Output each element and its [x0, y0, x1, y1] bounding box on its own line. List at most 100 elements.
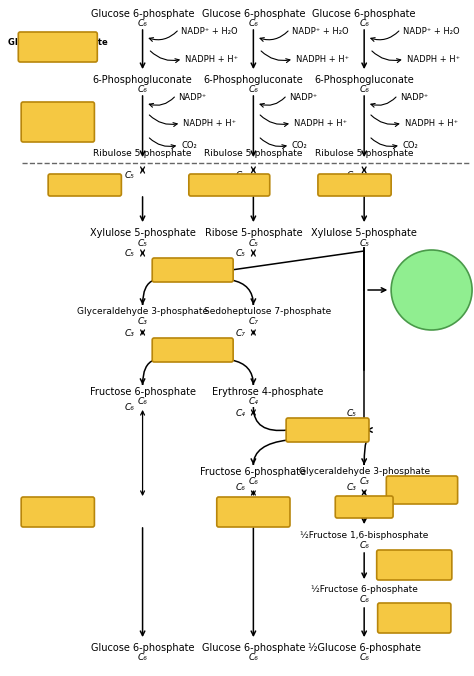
Text: 6-Phospho-: 6-Phospho- [31, 107, 84, 117]
Text: bisphosphatase: bisphosphatase [377, 566, 452, 575]
Text: isomerase: isomerase [34, 513, 82, 523]
Text: Phosphotriose: Phosphotriose [388, 481, 456, 490]
Text: Transketolase: Transketolase [292, 425, 363, 435]
Text: Erythrose 4-phosphate: Erythrose 4-phosphate [212, 387, 324, 397]
Text: C₃: C₃ [359, 477, 369, 487]
Text: C₆: C₆ [359, 84, 369, 93]
Text: Glucose 6-phosphate: Glucose 6-phosphate [8, 38, 108, 47]
Text: C₇: C₇ [236, 329, 246, 337]
Text: C₆: C₆ [137, 84, 147, 93]
FancyBboxPatch shape [152, 258, 233, 282]
Text: 6-Phosphogluconate: 6-Phosphogluconate [93, 75, 192, 85]
Text: C₄: C₄ [248, 397, 258, 406]
Text: NADP⁺: NADP⁺ [289, 93, 317, 102]
Text: C₆: C₆ [359, 18, 369, 28]
Text: Phosphohexose: Phosphohexose [377, 609, 451, 618]
FancyBboxPatch shape [18, 32, 97, 62]
Text: Fructose 1,6-: Fructose 1,6- [383, 556, 446, 565]
Text: C₆: C₆ [137, 18, 147, 28]
FancyBboxPatch shape [335, 496, 393, 518]
Text: ½Fructose 1,6-bisphosphate: ½Fructose 1,6-bisphosphate [300, 531, 428, 539]
Text: gluconate: gluconate [34, 118, 82, 127]
Text: Glucose 6-phosphate: Glucose 6-phosphate [91, 9, 194, 19]
Text: NADP⁺ + H₂O: NADP⁺ + H₂O [403, 27, 459, 36]
Text: NADPH + H⁺: NADPH + H⁺ [183, 118, 236, 128]
Text: CO₂: CO₂ [181, 141, 197, 149]
Text: Glyceraldehyde 3-phosphate: Glyceraldehyde 3-phosphate [299, 468, 430, 477]
Text: 3-Epimerase: 3-Epimerase [323, 180, 386, 189]
FancyBboxPatch shape [21, 497, 94, 527]
FancyBboxPatch shape [318, 174, 391, 196]
Text: C₆: C₆ [359, 541, 369, 550]
Text: Transaldolase: Transaldolase [157, 345, 228, 354]
Text: NADPH + H⁺: NADPH + H⁺ [294, 118, 347, 128]
Ellipse shape [391, 250, 472, 330]
FancyBboxPatch shape [21, 102, 94, 142]
Text: Glucose 6-phosphate: Glucose 6-phosphate [201, 643, 305, 653]
Text: dehydrogenase: dehydrogenase [21, 48, 94, 57]
Text: C₅: C₅ [236, 249, 246, 258]
Text: C₆: C₆ [248, 84, 258, 93]
Text: Ribulose 5-phosphate: Ribulose 5-phosphate [93, 149, 192, 158]
Text: C₆: C₆ [137, 397, 147, 406]
Text: C₅: C₅ [137, 239, 147, 247]
Text: NADPH + H⁺: NADPH + H⁺ [407, 55, 460, 64]
Text: C₃: C₃ [346, 483, 356, 491]
Text: C₆: C₆ [359, 596, 369, 604]
Text: C₆: C₆ [248, 654, 258, 662]
Text: NADP⁺ + H₂O: NADP⁺ + H₂O [181, 27, 238, 36]
Text: C₃: C₃ [137, 318, 147, 327]
Text: Sedoheptulose 7-phosphate: Sedoheptulose 7-phosphate [204, 308, 331, 316]
Text: Ribulose 5-phosphate: Ribulose 5-phosphate [315, 149, 413, 158]
Text: NADP⁺: NADP⁺ [400, 93, 428, 102]
Text: C₆: C₆ [248, 477, 258, 487]
Text: NADPH + H⁺: NADPH + H⁺ [185, 55, 238, 64]
Text: C₅: C₅ [125, 249, 135, 258]
Text: Aldolase: Aldolase [343, 502, 386, 512]
Text: NADPH + H⁺: NADPH + H⁺ [296, 55, 349, 64]
Text: Keto-isomerase: Keto-isomerase [190, 180, 269, 189]
FancyBboxPatch shape [152, 338, 233, 362]
Text: C₆: C₆ [359, 654, 369, 662]
Text: NADPH + H⁺: NADPH + H⁺ [405, 118, 458, 128]
Text: Glyceraldehyde 3-phosphate: Glyceraldehyde 3-phosphate [77, 308, 208, 316]
Text: CO₂: CO₂ [403, 141, 419, 149]
Text: Fructose 6-phosphate: Fructose 6-phosphate [201, 467, 306, 477]
FancyBboxPatch shape [378, 603, 451, 633]
Text: C₆: C₆ [137, 654, 147, 662]
Text: NADP⁺ + H₂O: NADP⁺ + H₂O [292, 27, 348, 36]
Text: C₃: C₃ [125, 329, 135, 337]
Text: isomerase: isomerase [398, 491, 446, 500]
Text: C₅: C₅ [248, 239, 258, 247]
Text: C₆: C₆ [248, 18, 258, 28]
FancyBboxPatch shape [286, 418, 369, 442]
Text: Xylulose 5-phosphate: Xylulose 5-phosphate [311, 228, 417, 238]
FancyBboxPatch shape [48, 174, 121, 196]
Text: Xylulose 5-phosphate: Xylulose 5-phosphate [90, 228, 195, 238]
Text: ½Fructose 6-phosphate: ½Fructose 6-phosphate [311, 585, 418, 594]
Text: C₅: C₅ [125, 170, 135, 180]
Text: 6-Phosphogluconate: 6-Phosphogluconate [203, 75, 303, 85]
Text: Glucose 6-phosphate: Glucose 6-phosphate [91, 643, 194, 653]
FancyBboxPatch shape [377, 550, 452, 580]
Text: Ribulose 5-phosphate: Ribulose 5-phosphate [204, 149, 302, 158]
Text: C₇: C₇ [248, 318, 258, 327]
Text: Glucose 6-phosphate: Glucose 6-phosphate [201, 9, 305, 19]
Text: C₄: C₄ [236, 408, 246, 418]
Text: C₅: C₅ [346, 170, 356, 180]
FancyBboxPatch shape [386, 476, 457, 504]
FancyBboxPatch shape [189, 174, 270, 196]
Text: Transketolase: Transketolase [157, 266, 228, 274]
Text: Ribose 5-phosphate: Ribose 5-phosphate [205, 228, 302, 238]
Text: 6-Phosphogluconate: 6-Phosphogluconate [314, 75, 414, 85]
Text: isomerase: isomerase [229, 513, 278, 523]
Text: C₆: C₆ [236, 483, 246, 491]
Text: Synthesis of
nucleotides,
RNA, DNA: Synthesis of nucleotides, RNA, DNA [404, 275, 459, 305]
FancyBboxPatch shape [217, 497, 290, 527]
Text: Glucose 6-phosphate: Glucose 6-phosphate [312, 9, 416, 19]
Text: CO₂: CO₂ [292, 141, 308, 149]
Text: dehydrogenase: dehydrogenase [21, 128, 94, 137]
Text: 3-Epimerase: 3-Epimerase [53, 180, 117, 189]
Text: Fructose 6-phosphate: Fructose 6-phosphate [90, 387, 196, 397]
Text: ½Glucose 6-phosphate: ½Glucose 6-phosphate [308, 643, 420, 653]
